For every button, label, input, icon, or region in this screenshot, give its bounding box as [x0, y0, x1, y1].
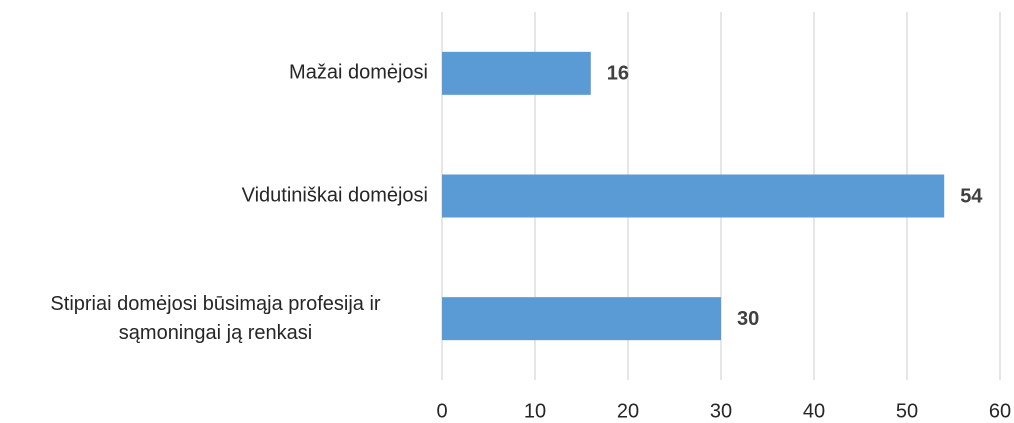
- x-tick-label: 30: [710, 400, 732, 422]
- data-label: 30: [737, 308, 759, 330]
- x-tick-label: 10: [524, 400, 546, 422]
- bar: [442, 51, 591, 95]
- y-tick-label: Mažai domėjosi: [289, 61, 428, 84]
- x-tick-label: 50: [896, 400, 918, 422]
- y-tick-label-box: Vidutiniškai domėjosi: [0, 182, 428, 211]
- x-tick-label: 60: [989, 400, 1011, 422]
- y-tick-label: Vidutiniškai domėjosi: [241, 184, 428, 207]
- data-label: 54: [960, 185, 983, 207]
- x-tick-label: 40: [803, 400, 825, 422]
- bar: [442, 174, 945, 218]
- bar: [442, 297, 721, 341]
- y-tick-label-box: Stipriai domėjosi būsimąja profesija ir …: [0, 290, 428, 348]
- y-tick-label-box: Mažai domėjosi: [0, 59, 428, 88]
- data-label: 16: [607, 63, 629, 85]
- x-tick-label: 0: [436, 400, 447, 422]
- y-tick-label: Stipriai domėjosi būsimąja profesija ir …: [50, 292, 381, 344]
- x-tick-label: 20: [617, 400, 639, 422]
